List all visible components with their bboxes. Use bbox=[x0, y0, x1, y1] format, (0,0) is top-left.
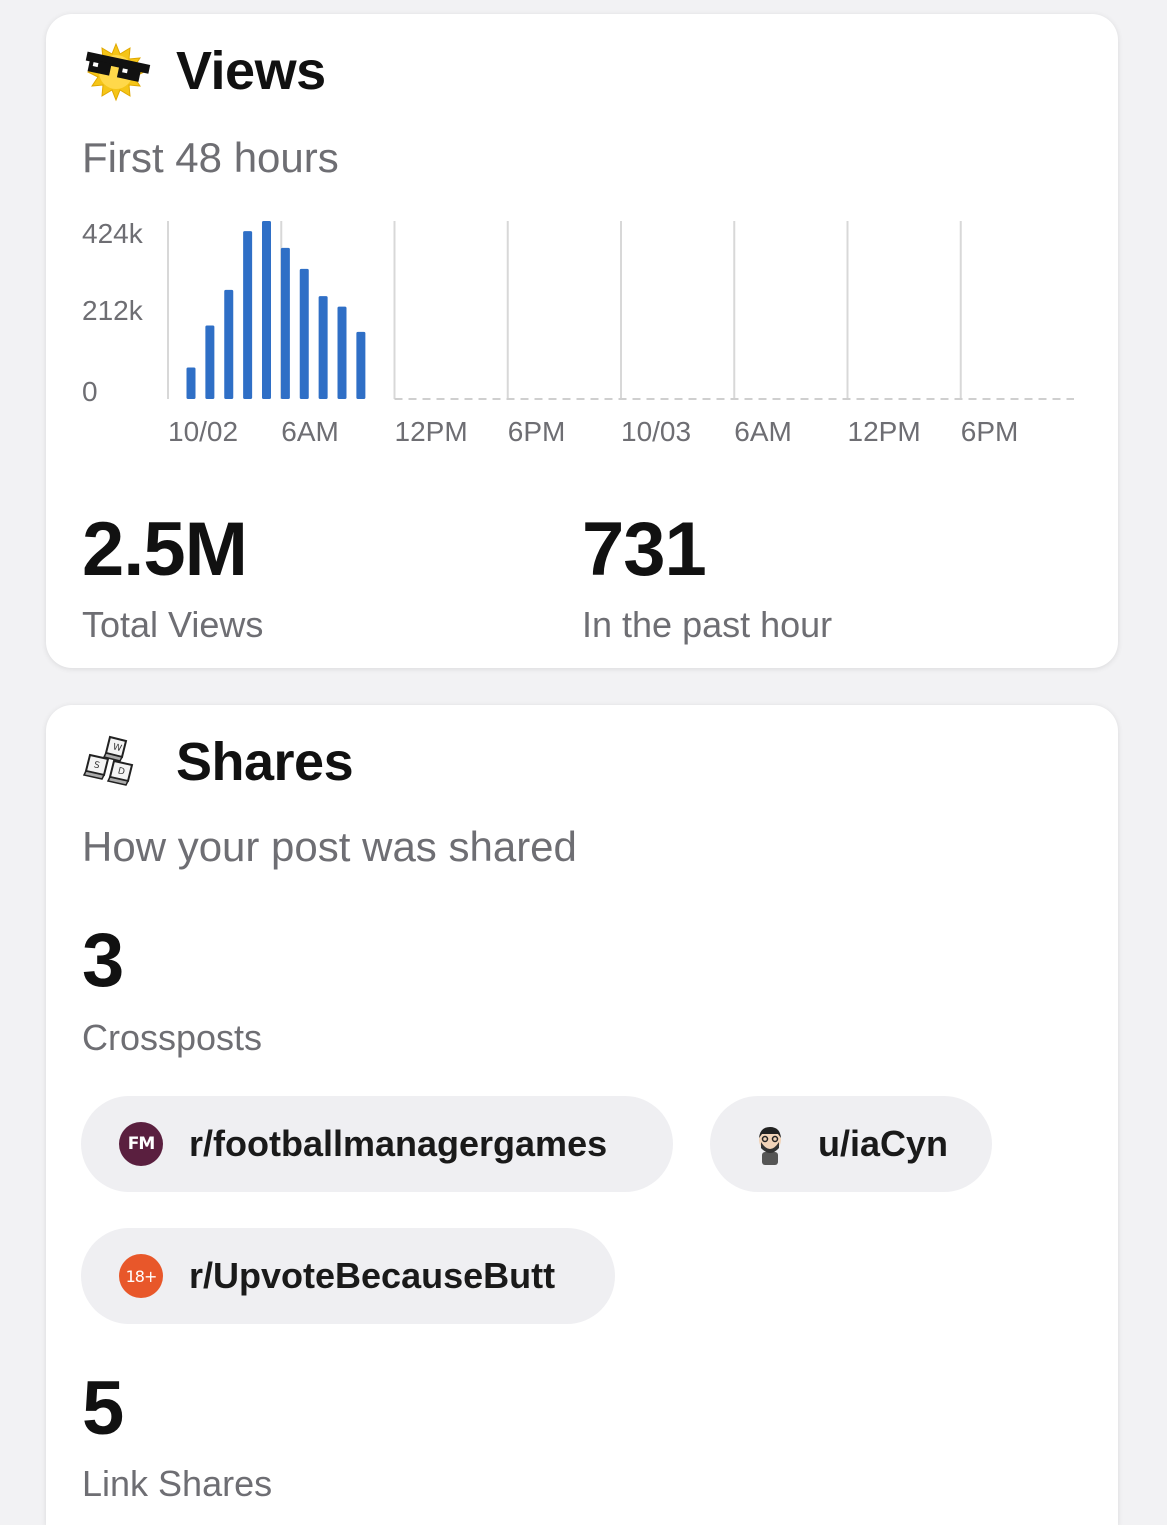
link-shares-label: Link Shares bbox=[82, 1463, 273, 1504]
chart-bar bbox=[186, 367, 196, 399]
crossposts-count: 3 bbox=[82, 918, 124, 1003]
x-tick-label: 12PM bbox=[395, 416, 468, 447]
chart-bar bbox=[262, 221, 271, 399]
x-tick-label: 6PM bbox=[508, 416, 566, 447]
crosspost-chip-upvotebecausebutt[interactable]: 18+ r/UpvoteBecauseButt bbox=[81, 1228, 615, 1324]
x-tick-label: 6AM bbox=[734, 416, 792, 447]
shares-title: Shares bbox=[176, 732, 354, 792]
x-tick-label: 6AM bbox=[281, 416, 339, 447]
link-shares-count: 5 bbox=[82, 1366, 124, 1451]
svg-text:S: S bbox=[93, 760, 101, 771]
chart-bar bbox=[299, 268, 309, 399]
x-tick-label: 12PM bbox=[848, 416, 921, 447]
total-views-label: Total Views bbox=[82, 604, 264, 645]
chart-bar bbox=[356, 331, 366, 399]
x-tick-label: 6PM bbox=[961, 416, 1019, 447]
x-tick-label: 10/02 bbox=[168, 416, 238, 447]
chart-bar bbox=[318, 296, 328, 399]
crossposts-label: Crossposts bbox=[82, 1017, 263, 1058]
user-avatar-icon bbox=[748, 1122, 792, 1166]
views-subtitle: First 48 hours bbox=[82, 134, 339, 181]
chart-bar bbox=[280, 247, 290, 399]
views-title: Views bbox=[176, 41, 326, 101]
total-views-value: 2.5M bbox=[82, 507, 248, 592]
y-tick-label: 424k bbox=[82, 218, 144, 249]
past-hour-views-value: 731 bbox=[582, 507, 707, 592]
crosspost-chip-footballmanagergames[interactable]: FM r/footballmanagergames bbox=[81, 1096, 673, 1192]
chip-label: u/iaCyn bbox=[818, 1123, 949, 1164]
fm-community-icon: FM bbox=[119, 1122, 163, 1166]
nsfw-18-icon: 18+ bbox=[119, 1254, 163, 1298]
views-bar-chart: 424k 212k 0 10/02 6AM 12PM 6PM 10/03 6AM 12PM 6PM bbox=[82, 218, 1074, 447]
keyboard-keys-icon: W S D bbox=[80, 731, 152, 795]
svg-text:D: D bbox=[117, 766, 126, 777]
y-tick-label: 212k bbox=[82, 295, 144, 326]
y-tick-label: 0 bbox=[82, 376, 98, 407]
x-tick-label: 10/03 bbox=[621, 416, 691, 447]
chip-label: r/footballmanagergames bbox=[189, 1123, 608, 1164]
views-card: Views First 48 hours 424k 212k 0 10/02 6AM 1… bbox=[46, 14, 1118, 668]
sunglasses-sun-icon bbox=[80, 40, 152, 104]
chart-bar bbox=[205, 325, 215, 399]
past-hour-views-label: In the past hour bbox=[582, 604, 833, 645]
shares-subtitle: How your post was shared bbox=[82, 823, 577, 870]
chart-bar bbox=[224, 289, 234, 399]
svg-text:W: W bbox=[112, 742, 123, 754]
chart-bar bbox=[337, 306, 347, 399]
shares-card: W S D Shares How your post was shared 3 … bbox=[46, 705, 1118, 1525]
crosspost-chip-iacyn[interactable]: u/iaCyn bbox=[710, 1096, 992, 1192]
chart-bar bbox=[243, 231, 253, 399]
chip-label: r/UpvoteBecauseButt bbox=[189, 1255, 556, 1296]
